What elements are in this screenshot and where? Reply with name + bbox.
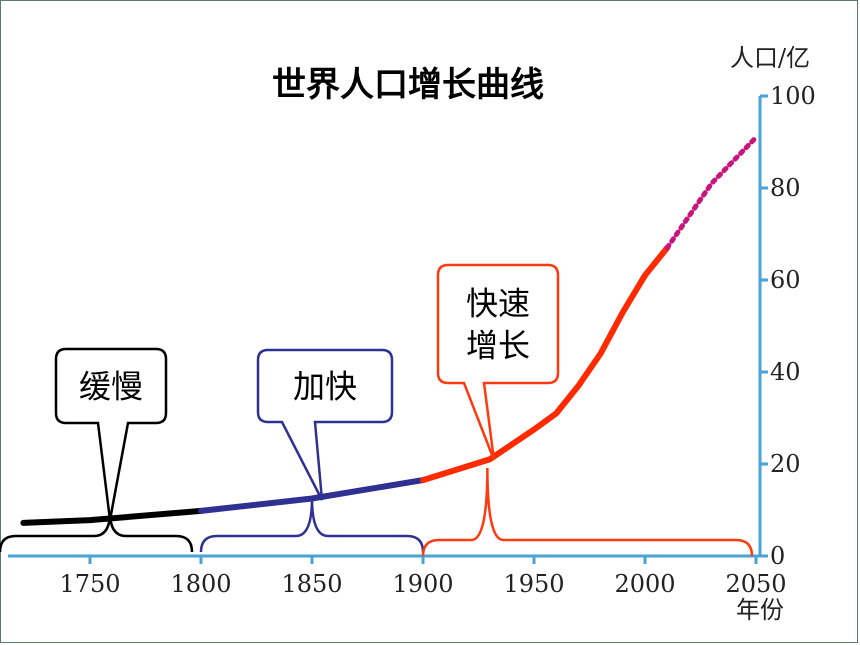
y-axis-label: 人口/亿	[730, 44, 810, 72]
y-tick-label: 40	[770, 358, 801, 386]
x-tick-label: 2000	[614, 570, 675, 598]
x-tick-label: 1900	[392, 570, 453, 598]
callout-faster-text: 加快	[293, 368, 357, 406]
y-tick-label: 60	[770, 266, 801, 294]
rapid-stage-curve	[420, 244, 671, 484]
x-tick-label: 1800	[170, 570, 231, 598]
chart-title: 世界人口增长曲线	[272, 65, 544, 105]
slow-stage-curve	[20, 507, 204, 526]
rapid-stage-bracket	[421, 467, 754, 557]
y-tick-label: 20	[770, 450, 801, 478]
callout-faster: 加快	[256, 348, 394, 501]
callout-slow-text: 缓慢	[79, 368, 143, 406]
y-tick-label: 0	[770, 542, 785, 570]
callout-slow: 缓慢	[54, 347, 168, 521]
x-axis-label: 年份	[736, 596, 784, 624]
callout-rapid-text: 增长	[466, 326, 530, 364]
y-tick-label: 100	[770, 82, 816, 110]
projection-dotted-line	[664, 134, 759, 251]
x-tick-label: 1750	[59, 570, 120, 598]
x-tick-label: 1850	[281, 570, 342, 598]
callout-rapid-text: 快速	[466, 285, 530, 323]
x-tick-label: 2050	[725, 570, 786, 598]
y-tick-label: 80	[770, 174, 801, 202]
x-tick-label: 1950	[503, 570, 564, 598]
faster-stage-curve	[198, 477, 426, 514]
population-curve-group	[20, 134, 759, 526]
